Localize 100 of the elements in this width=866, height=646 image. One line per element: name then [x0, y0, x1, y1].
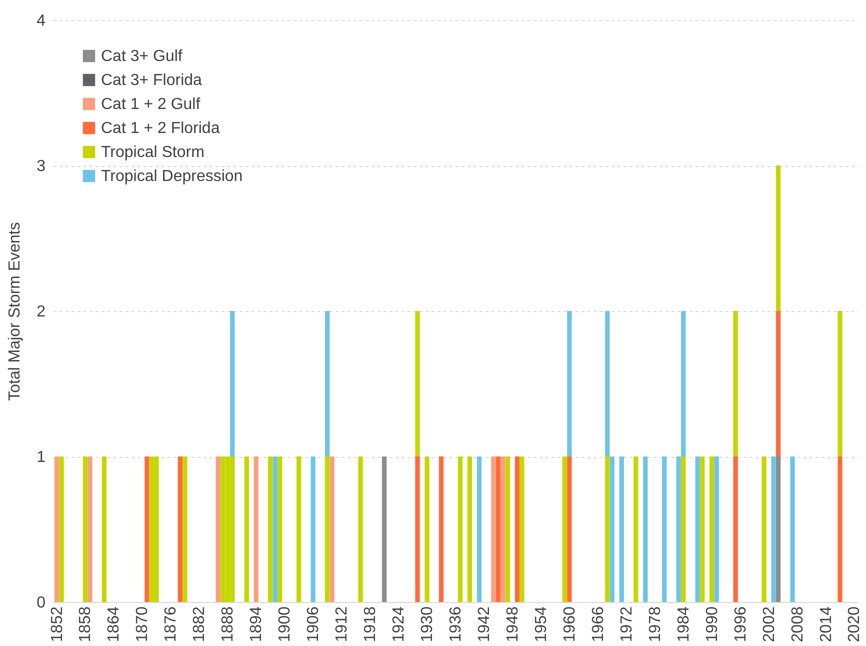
bar [695, 456, 700, 602]
bar [272, 456, 278, 602]
bar [676, 456, 681, 602]
x-tick-label: 1990 [704, 606, 721, 642]
bar [458, 456, 463, 602]
bar [216, 456, 220, 602]
bar [88, 456, 92, 602]
x-tick-label: 1864 [106, 606, 123, 642]
bar [520, 456, 524, 602]
bar [254, 456, 258, 602]
bar [54, 456, 60, 602]
y-tick-label: 4 [36, 12, 46, 30]
bar [325, 311, 330, 456]
bar [182, 456, 188, 602]
bar [382, 456, 387, 602]
bar [476, 456, 482, 602]
y-tick-label: 2 [36, 304, 46, 320]
x-tick-label: 1996 [732, 606, 750, 642]
legend-label: Tropical Storm [101, 144, 204, 161]
legend-label: Cat 1 + 2 Gulf [101, 96, 201, 113]
x-tick-label: 1900 [276, 606, 294, 642]
x-tick-label: 2002 [760, 606, 778, 642]
y-axis-title: Total Major Storm Events [6, 222, 24, 401]
bar [733, 311, 738, 456]
x-tick-label: 1912 [334, 606, 351, 642]
legend-label: Cat 1 + 2 Florida [101, 120, 220, 137]
bar [415, 456, 420, 602]
x-tick-label: 1948 [504, 606, 522, 642]
bar [838, 311, 842, 456]
x-tick-label: 1888 [220, 606, 237, 642]
legend-label: Cat 3+ Gulf [101, 48, 183, 65]
bar [296, 456, 302, 602]
x-tick-label: 1972 [618, 606, 636, 642]
x-tick-label: 1960 [561, 606, 578, 642]
bar [662, 456, 667, 602]
bar [178, 456, 182, 602]
bar [634, 456, 638, 602]
bar [491, 456, 496, 602]
bar [567, 456, 572, 602]
x-tick-label: 2014 [818, 606, 835, 642]
bar [102, 456, 107, 602]
x-tick-label: 1942 [476, 606, 493, 642]
x-tick-label: 1930 [419, 606, 436, 642]
bar [776, 311, 781, 456]
x-tick-label: 1966 [590, 606, 607, 642]
bar [710, 456, 714, 602]
x-tick-label: 1906 [305, 606, 322, 642]
bar [438, 456, 444, 602]
bar [605, 456, 610, 602]
bar [144, 456, 150, 602]
bar [330, 456, 334, 602]
y-tick-label: 3 [36, 158, 46, 175]
y-tick-label: 0 [36, 594, 46, 612]
bar [681, 311, 686, 456]
bar [496, 456, 501, 602]
bar [505, 456, 510, 602]
x-tick-label: 1876 [162, 606, 180, 642]
x-tick-label: 1852 [48, 606, 66, 642]
x-tick-label: 2008 [789, 606, 806, 642]
bar [244, 456, 249, 602]
bar [278, 456, 282, 602]
legend-label: Tropical Depression [101, 168, 243, 185]
x-tick-label: 1936 [448, 606, 464, 642]
x-tick-label: 1882 [191, 606, 208, 642]
bar [776, 166, 781, 311]
bar [771, 456, 776, 602]
x-tick-label: 2020 [846, 606, 864, 642]
x-tick-label: 1984 [675, 606, 692, 642]
x-tick-label: 1924 [390, 606, 408, 642]
bar [358, 456, 363, 602]
legend-label: Cat 3+ Florida [101, 72, 202, 89]
bar [733, 456, 738, 602]
x-tick-label: 1918 [362, 606, 380, 642]
x-tick-label: 1894 [248, 606, 266, 642]
bar [776, 456, 781, 602]
x-tick-label: 1978 [646, 606, 664, 642]
y-tick-label: 1 [36, 449, 46, 466]
bar [567, 311, 572, 456]
bar [310, 456, 316, 602]
bar [467, 456, 472, 602]
x-tick-label: 1870 [134, 606, 152, 642]
bar [605, 311, 610, 456]
bar [500, 456, 506, 602]
bar [562, 456, 568, 602]
bar [790, 456, 795, 602]
bar [82, 456, 88, 602]
bar [838, 456, 842, 602]
bar [643, 456, 648, 602]
bar [681, 456, 686, 602]
bar [700, 456, 705, 602]
bar [415, 311, 420, 456]
bar [59, 456, 64, 602]
bar [424, 456, 430, 602]
bar [619, 456, 624, 602]
bar [762, 456, 766, 602]
bar [714, 456, 719, 602]
x-tick-label: 1954 [532, 606, 550, 642]
bar [514, 456, 520, 602]
x-tick-label: 1858 [77, 606, 94, 642]
bar [610, 456, 614, 602]
